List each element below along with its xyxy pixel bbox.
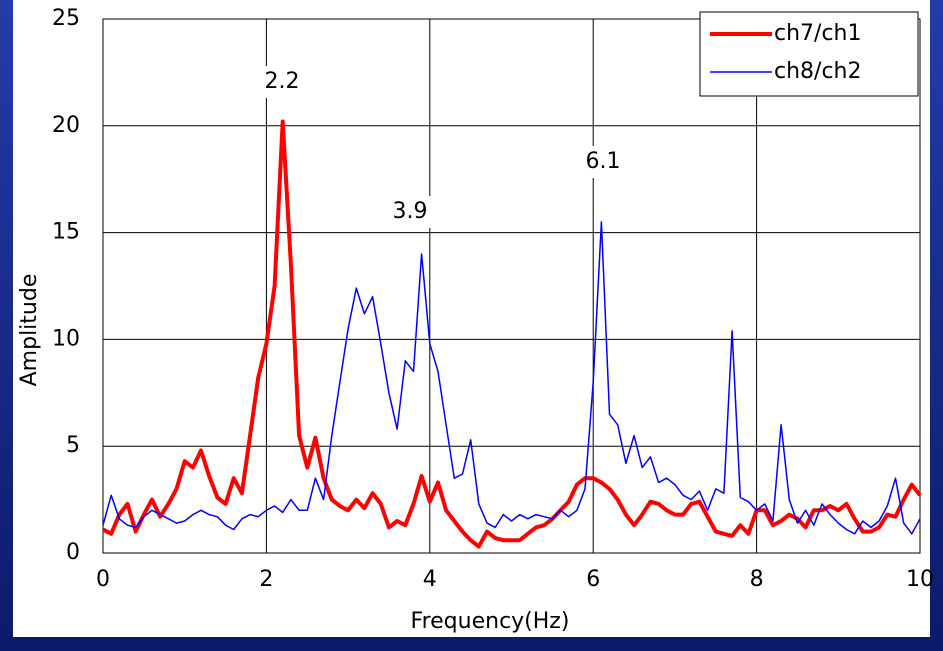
x-tick-label: 10 [906,567,934,592]
annotation: 3.9 [393,199,428,224]
series-line [102,221,921,535]
plot-area [103,19,920,553]
series-line [102,119,922,549]
annotation: 2.2 [265,69,300,94]
y-tick-label: 25 [52,6,80,31]
y-tick-label: 10 [52,326,80,351]
x-tick-label: 2 [259,567,273,592]
y-tick-label: 0 [66,540,80,565]
annotation-bg [254,66,310,98]
legend-box [699,11,919,97]
annotation: 6.1 [586,149,621,174]
y-tick-label: 20 [52,113,80,138]
x-tick-label: 8 [750,567,764,592]
legend-label: ch8/ch2 [774,59,861,84]
x-tick-label: 6 [586,567,600,592]
y-tick-label: 5 [66,433,80,458]
annotation-bg [382,196,438,228]
plot-frame [102,18,921,554]
legend-label: ch7/ch1 [774,21,861,46]
x-axis-label: Frequency(Hz) [411,609,570,634]
title-gap [240,0,710,14]
x-tick-label: 0 [96,567,110,592]
y-axis-label: Amplitude [17,274,42,387]
y-tick-label: 15 [52,220,80,245]
annotation-bg [575,146,631,178]
x-tick-label: 4 [423,567,437,592]
